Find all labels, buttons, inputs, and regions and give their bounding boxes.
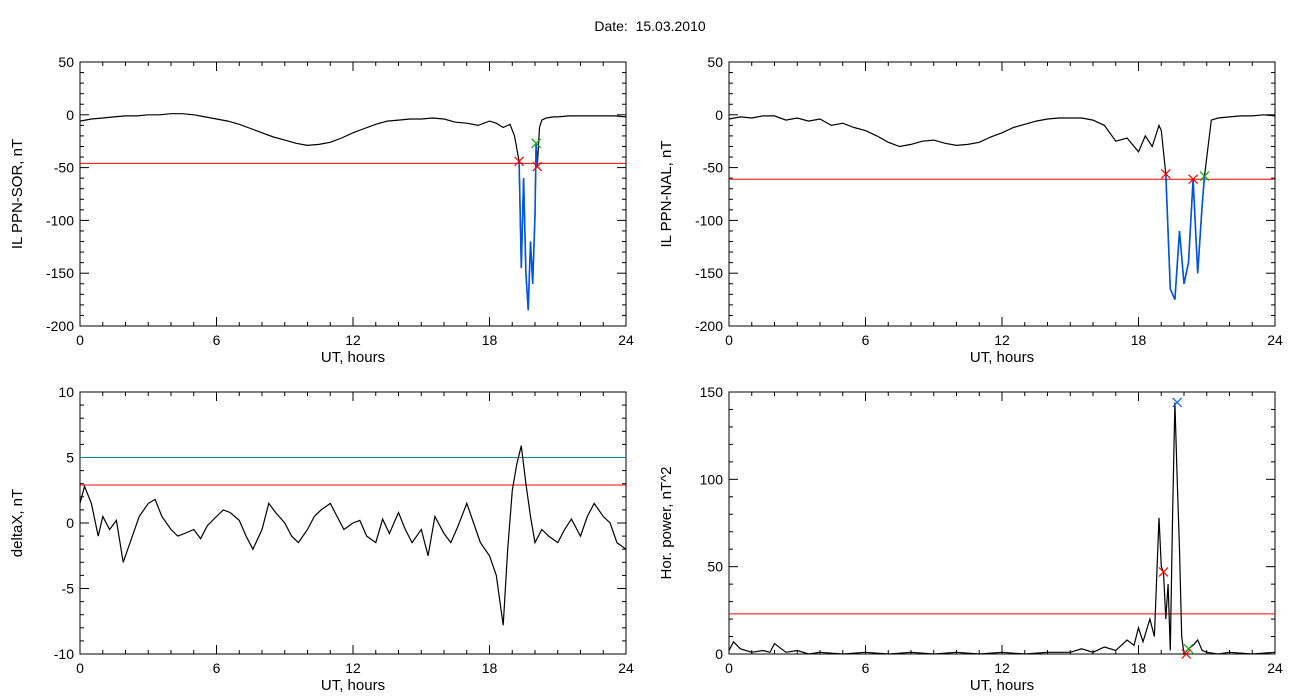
marker-stroke xyxy=(532,161,543,172)
event-marker xyxy=(532,161,543,172)
chart-panel-3: 0 6 12 18 24 -10 -5 0 5 10 UT, hours deltaX, nT xyxy=(9,384,634,694)
y-tick-label: 0 xyxy=(715,646,723,662)
event-marker xyxy=(1199,171,1210,181)
marker-stroke xyxy=(531,138,542,149)
x-axis-label: UT, hours xyxy=(970,349,1034,366)
plot-frame xyxy=(728,391,1276,655)
event-marker xyxy=(531,138,542,149)
x-tick-label: 18 xyxy=(1131,660,1147,676)
x-axis-label: UT, hours xyxy=(970,677,1034,694)
x-tick-label: 24 xyxy=(618,332,634,348)
x-tick-label: 12 xyxy=(994,332,1010,348)
y-tick-label: -5 xyxy=(62,581,75,597)
marker-stroke xyxy=(1199,171,1210,181)
figure-title: Date: 15.03.2010 xyxy=(0,18,1300,34)
y-tick-label: 0 xyxy=(715,107,723,123)
event-marker xyxy=(1158,566,1169,577)
y-tick-label: 5 xyxy=(66,450,74,466)
marker-stroke xyxy=(1172,397,1183,408)
x-tick-label: 6 xyxy=(213,332,221,348)
x-tick-label: 18 xyxy=(1131,332,1147,348)
highlight-line xyxy=(518,143,539,311)
x-tick-label: 24 xyxy=(1267,332,1283,348)
x-tick-label: 18 xyxy=(482,332,498,348)
y-tick-label: -200 xyxy=(46,318,74,334)
x-tick-label: 6 xyxy=(213,660,221,676)
chart-panel-2: 0 6 12 18 24 -200 -150 -100 -50 0 50 UT, hours IL PP… xyxy=(658,54,1283,366)
chart-panel-4: 0 6 12 18 24 0 50 100 150 UT, hours Hor. power, nT… xyxy=(658,384,1283,694)
x-tick-label: 12 xyxy=(345,660,361,676)
x-tick-label: 12 xyxy=(345,332,361,348)
y-tick-label: 50 xyxy=(707,54,723,70)
x-tick-label: 0 xyxy=(76,332,84,348)
x-tick-label: 18 xyxy=(482,660,498,676)
x-tick-label: 0 xyxy=(725,332,733,348)
y-tick-label: 0 xyxy=(66,107,74,123)
y-tick-label: 50 xyxy=(707,559,723,575)
x-tick-label: 0 xyxy=(725,660,733,676)
event-marker xyxy=(1172,397,1183,408)
event-marker xyxy=(1160,169,1171,179)
y-tick-label: 0 xyxy=(66,515,74,531)
y-tick-label: -100 xyxy=(695,212,723,228)
highlight-line xyxy=(1165,173,1206,300)
marker-stroke xyxy=(1160,169,1171,179)
data-line xyxy=(79,445,627,626)
data-line xyxy=(728,114,1276,300)
y-tick-label: 150 xyxy=(700,384,724,400)
data-line xyxy=(728,402,1276,656)
y-axis-label: Hor. power, nT^2 xyxy=(658,467,675,580)
chart-panel-1: 0 6 12 18 24 -200 -150 -100 -50 0 50 UT, hours IL PP… xyxy=(9,54,634,366)
marker-stroke xyxy=(514,156,524,167)
x-axis-label: UT, hours xyxy=(321,677,385,694)
marker-stroke xyxy=(1158,566,1169,577)
x-tick-label: 12 xyxy=(994,660,1010,676)
plot-frame xyxy=(79,61,627,327)
y-tick-label: 100 xyxy=(700,471,724,487)
y-axis-label: IL PPN-NAL, nT xyxy=(658,141,675,248)
y-tick-label: 50 xyxy=(58,54,74,70)
x-tick-label: 6 xyxy=(862,660,870,676)
data-line xyxy=(79,113,627,311)
y-axis-label: IL PPN-SOR, nT xyxy=(9,139,26,249)
date-label: Date: xyxy=(594,18,628,34)
marker-stroke xyxy=(1188,174,1199,185)
y-tick-label: 10 xyxy=(58,384,74,400)
x-tick-label: 24 xyxy=(618,660,634,676)
y-tick-label: -50 xyxy=(703,160,723,176)
date-value: 15.03.2010 xyxy=(635,18,706,34)
y-tick-label: -200 xyxy=(695,318,723,334)
event-marker xyxy=(1183,643,1194,654)
event-marker xyxy=(1181,649,1192,659)
y-tick-label: -10 xyxy=(54,646,74,662)
x-tick-label: 6 xyxy=(862,332,870,348)
y-tick-label: -50 xyxy=(54,160,74,176)
marker-stroke xyxy=(1181,649,1192,659)
y-axis-label: deltaX, nT xyxy=(9,489,26,557)
event-marker xyxy=(1188,174,1199,185)
y-tick-label: -100 xyxy=(46,212,74,228)
x-axis-label: UT, hours xyxy=(321,349,385,366)
x-tick-label: 24 xyxy=(1267,660,1283,676)
y-tick-label: -150 xyxy=(46,265,74,281)
y-tick-label: -150 xyxy=(695,265,723,281)
marker-stroke xyxy=(1183,643,1194,654)
x-tick-label: 0 xyxy=(76,660,84,676)
event-marker xyxy=(514,156,524,167)
